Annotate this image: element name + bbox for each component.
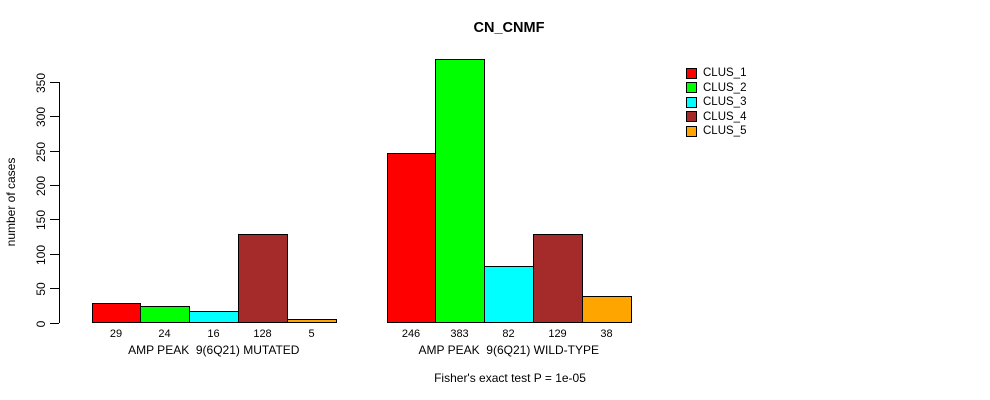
legend-swatch-clus_2: [686, 82, 697, 94]
y-tick-mark: [50, 288, 59, 289]
legend-swatch-clus_5: [686, 125, 697, 137]
bar-value-label: 383: [450, 328, 469, 340]
fisher-test-annotation: Fisher's exact test P = 1e-05: [434, 371, 586, 385]
legend-label: CLUS_3: [703, 96, 747, 109]
bar-clus_4-group1: [238, 234, 288, 323]
y-tick-mark: [50, 185, 59, 186]
bar-value-label: 29: [109, 328, 123, 340]
bar-value-label: 129: [548, 328, 567, 340]
bar-clus_3-group2: [484, 266, 534, 323]
bar-clus_4-group2: [533, 234, 583, 323]
y-axis-label: number of cases: [4, 157, 18, 247]
y-tick-label: 350: [34, 72, 48, 93]
y-tick-mark: [50, 82, 59, 83]
bar-clus_2-group1: [140, 306, 190, 323]
y-tick-mark: [50, 151, 59, 152]
y-tick-label: 200: [34, 175, 48, 196]
y-tick-label: 150: [34, 209, 48, 230]
legend-item-clus_1: CLUS_1: [686, 66, 746, 81]
legend-label: CLUS_1: [703, 67, 747, 80]
legend-item-clus_2: CLUS_2: [686, 81, 746, 96]
y-tick-label: 100: [34, 244, 48, 265]
bar-clus_3-group1: [189, 311, 239, 323]
legend-item-clus_5: CLUS_5: [686, 124, 746, 139]
bar-value-label: 16: [207, 328, 220, 340]
legend-label: CLUS_5: [703, 125, 747, 138]
x-group-label: AMP PEAK 9(6Q21) MUTATED: [128, 343, 300, 357]
bar-value-label: 24: [158, 328, 171, 340]
chart-title: CN_CNMF: [473, 20, 545, 36]
legend-swatch-clus_3: [686, 96, 697, 108]
legend-swatch-clus_1: [686, 67, 697, 79]
bar-value-label: 128: [253, 328, 272, 340]
y-tick-label: 250: [34, 141, 48, 162]
y-axis-line: [59, 82, 60, 323]
bar-clus_2-group2: [435, 59, 485, 323]
bar-clus_1-group2: [387, 153, 436, 323]
legend-item-clus_3: CLUS_3: [686, 95, 746, 110]
bar-clus_5-group2: [582, 296, 632, 323]
y-tick-mark: [50, 219, 59, 220]
legend-swatch-clus_4: [686, 111, 697, 123]
bar-value-label: 246: [401, 328, 421, 340]
bar-clus_5-group1: [287, 319, 337, 323]
bar-value-label: 38: [600, 328, 613, 340]
legend: CLUS_1 CLUS_2 CLUS_3 CLUS_4 CLUS_5: [686, 66, 746, 139]
y-tick-label: 0: [34, 320, 48, 327]
y-tick-label: 300: [34, 106, 48, 127]
legend-label: CLUS_4: [703, 110, 747, 123]
y-tick-mark: [50, 254, 59, 255]
bar-value-label: 5: [308, 328, 315, 340]
bar-clus_1-group1: [92, 303, 141, 323]
legend-label: CLUS_2: [703, 81, 747, 94]
x-group-label: AMP PEAK 9(6Q21) WILD-TYPE: [418, 343, 600, 357]
y-tick-mark: [50, 323, 59, 324]
y-tick-label: 50: [34, 281, 48, 296]
bar-value-label: 82: [502, 328, 515, 340]
legend-item-clus_4: CLUS_4: [686, 110, 746, 125]
y-tick-mark: [50, 116, 59, 117]
